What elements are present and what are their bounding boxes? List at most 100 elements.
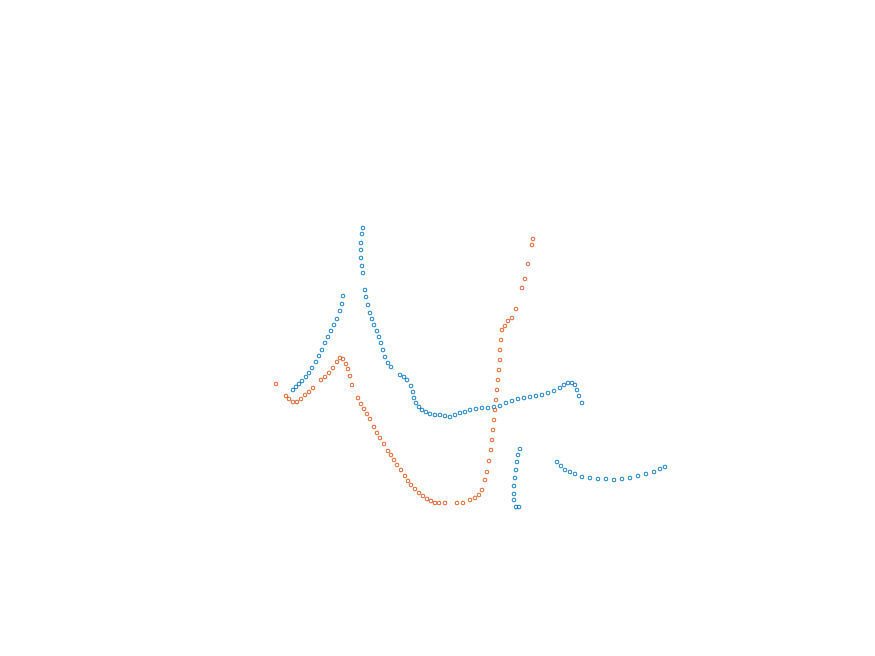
point bbox=[380, 347, 386, 353]
point bbox=[374, 328, 380, 334]
point bbox=[539, 392, 545, 398]
point bbox=[343, 361, 349, 367]
point bbox=[502, 323, 508, 329]
point bbox=[522, 276, 528, 282]
point bbox=[359, 263, 365, 269]
point bbox=[310, 385, 316, 391]
point bbox=[442, 500, 448, 506]
point bbox=[457, 410, 463, 416]
point bbox=[340, 293, 346, 299]
point bbox=[339, 301, 345, 307]
point bbox=[364, 411, 370, 417]
point bbox=[519, 285, 525, 291]
point bbox=[313, 359, 319, 365]
point bbox=[576, 393, 582, 399]
point bbox=[595, 476, 601, 482]
point bbox=[497, 403, 503, 409]
point bbox=[416, 404, 422, 410]
point bbox=[347, 373, 353, 379]
point bbox=[408, 383, 414, 389]
point bbox=[331, 322, 337, 328]
point bbox=[340, 356, 346, 362]
point bbox=[367, 310, 373, 316]
point bbox=[358, 255, 364, 261]
point bbox=[447, 414, 453, 420]
point bbox=[385, 448, 391, 454]
point bbox=[306, 370, 312, 376]
point bbox=[509, 315, 515, 321]
point bbox=[402, 473, 408, 479]
point bbox=[330, 365, 336, 371]
point bbox=[286, 396, 292, 402]
point bbox=[514, 459, 520, 465]
point bbox=[657, 466, 663, 472]
point bbox=[371, 322, 377, 328]
point bbox=[427, 411, 433, 417]
point bbox=[587, 475, 593, 481]
point bbox=[398, 467, 404, 473]
point bbox=[529, 242, 535, 248]
point bbox=[651, 469, 657, 475]
point bbox=[462, 409, 468, 415]
point bbox=[416, 490, 422, 496]
point bbox=[472, 495, 478, 501]
point bbox=[511, 483, 517, 489]
point bbox=[493, 397, 499, 403]
point bbox=[574, 387, 580, 393]
point bbox=[558, 463, 564, 469]
point bbox=[337, 308, 343, 314]
point bbox=[497, 347, 503, 353]
point bbox=[567, 469, 573, 475]
point bbox=[515, 452, 521, 458]
point bbox=[521, 395, 527, 401]
point bbox=[401, 374, 407, 380]
point bbox=[355, 395, 361, 401]
point bbox=[486, 458, 492, 464]
point bbox=[496, 367, 502, 373]
point bbox=[513, 504, 519, 510]
point bbox=[283, 393, 289, 399]
point bbox=[428, 498, 434, 504]
point bbox=[527, 394, 533, 400]
point bbox=[499, 327, 505, 333]
point bbox=[358, 240, 364, 246]
point bbox=[326, 370, 332, 376]
point bbox=[603, 476, 609, 482]
point bbox=[490, 427, 496, 433]
point bbox=[442, 413, 448, 419]
point bbox=[497, 357, 503, 363]
point bbox=[516, 504, 522, 510]
point bbox=[394, 462, 400, 468]
point bbox=[515, 396, 521, 402]
point bbox=[498, 337, 504, 343]
point bbox=[349, 382, 355, 388]
point bbox=[484, 469, 490, 475]
point bbox=[503, 400, 509, 406]
point bbox=[572, 382, 578, 388]
point bbox=[476, 492, 482, 498]
point bbox=[452, 412, 458, 418]
point bbox=[322, 340, 328, 346]
point bbox=[374, 430, 380, 436]
point bbox=[419, 407, 425, 413]
point bbox=[619, 476, 625, 482]
point bbox=[517, 446, 523, 452]
point bbox=[412, 486, 418, 492]
point bbox=[371, 424, 377, 430]
point bbox=[391, 457, 397, 463]
point bbox=[411, 395, 417, 401]
point bbox=[361, 406, 367, 412]
point bbox=[432, 500, 438, 506]
point bbox=[460, 500, 466, 506]
point bbox=[509, 398, 515, 404]
point bbox=[482, 477, 488, 483]
point bbox=[492, 407, 498, 413]
point bbox=[424, 496, 430, 502]
point bbox=[423, 409, 429, 415]
point bbox=[376, 334, 382, 340]
point bbox=[495, 377, 501, 383]
point bbox=[437, 412, 443, 418]
point bbox=[325, 334, 331, 340]
point bbox=[436, 500, 442, 506]
